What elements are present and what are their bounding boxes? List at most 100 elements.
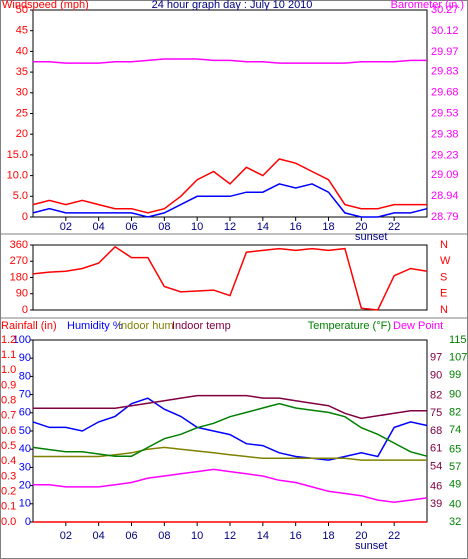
y2-tick-label: 0.6 [1,425,16,437]
legend-label: Indoor temp [172,320,231,332]
y2-tick-label: 29.97 [431,46,459,58]
y2-tick-label: 0.5 [1,440,16,452]
y-tick-label: 40 [19,443,31,455]
y-tick-label: 25 [16,107,28,119]
y3-tick-label: 46 [430,481,442,493]
series-line [32,158,427,214]
legend-label: Indoor hum [118,320,174,332]
y4-tick-label: 32 [449,516,461,528]
y2-tick-label: N [440,304,448,316]
y-tick-label: 10 [19,498,31,510]
series-line [33,446,427,461]
y-tick-label: 180 [10,271,28,283]
legend-label: Dew Point [393,320,443,332]
y3-tick-label: 39 [430,498,442,510]
y2-tick-label: 29.68 [431,86,459,98]
x-tick-label: 10 [191,221,203,233]
y-tick-label: 20 [16,128,28,140]
y-tick-label: 100 [13,334,31,346]
y-tick-label: 360 [10,239,28,251]
y3-tick-label: 75 [430,407,442,419]
x-tick-label: 08 [158,221,170,233]
y2-tick-label: S [440,271,447,283]
y3-tick-label: 97 [430,352,442,364]
annotation: sunset [355,231,387,243]
annotation: sunset [355,540,387,552]
y-tick-label: 50 [16,4,28,16]
x-tick-label: 18 [322,221,334,233]
x-tick-label: 14 [257,221,269,233]
x-tick-label: 12 [224,221,236,233]
chart-title: 24 hour graph day : July 10 2010 [152,0,313,11]
y2-tick-label: 28.94 [431,190,459,202]
y4-tick-label: 115 [449,334,467,346]
y3-tick-label: 82 [430,390,442,402]
y-tick-label: 40 [16,45,28,57]
y2-tick-label: 29.23 [431,149,459,161]
x-tick-label: 16 [290,221,302,233]
y2-tick-label: 30.27 [431,4,459,16]
y-tick-label: 60 [19,407,31,419]
y-tick-label: 80 [19,370,31,382]
y2-tick-label: 0.1 [1,501,16,513]
series-line [32,397,428,461]
x-tick-label: 02 [60,221,72,233]
y-tick-label: 50 [19,425,31,437]
y2-tick-label: 29.83 [431,65,459,77]
legend-label: Temperature (°F) [308,320,391,332]
y4-tick-label: 90 [449,389,461,401]
series-line [32,402,428,457]
y-tick-label: 70 [19,389,31,401]
y-tick-label: 5.0 [13,190,28,202]
x-tick-label: 14 [257,530,269,542]
y2-tick-label: 29.53 [431,107,459,119]
x-tick-label: 18 [322,530,334,542]
y-tick-label: 35 [16,66,28,78]
x-tick-label: 08 [158,530,170,542]
x-tick-label: 22 [388,530,400,542]
y-tick-label: 45 [16,25,28,37]
y2-tick-label: 29.09 [431,169,459,181]
x-tick-label: 04 [93,530,105,542]
series-line [33,394,427,420]
y2-tick-label: 30.12 [431,25,459,37]
y4-tick-label: 82 [449,406,461,418]
y4-tick-label: 57 [449,461,461,473]
legend-label: Rainfall (in) [1,320,57,332]
y4-tick-label: 49 [449,479,461,491]
y2-tick-label: 28.79 [431,211,459,223]
x-tick-label: 06 [125,221,137,233]
y3-tick-label: 68 [430,425,442,437]
y2-tick-label: 0.8 [1,395,16,407]
y2-tick-label: 1.0 [1,364,16,376]
legend-label: Humidity % [67,320,123,332]
y2-tick-label: 0.2 [1,486,16,498]
y2-tick-label: 29.38 [431,128,459,140]
y2-tick-label: 0.0 [1,516,16,528]
y-tick-label: 90 [19,352,31,364]
series-line [32,183,428,218]
series-line [33,468,428,504]
y-axis-label: Windspeed (mph) [2,0,89,11]
x-tick-label: 20 [355,221,367,233]
y-tick-label: 90 [16,288,28,300]
x-tick-label: 16 [290,530,302,542]
y2-tick-label: 0.4 [1,455,16,467]
y4-tick-label: 40 [449,498,461,510]
y-tick-label: 30 [19,461,31,473]
y4-tick-label: 74 [449,424,461,436]
y-tick-label: 30 [16,87,28,99]
y2-tick-label: 0.3 [1,470,16,482]
y2-tick-label: 1.2 [1,334,16,346]
y2-tick-label: 1.1 [1,349,16,361]
y4-tick-label: 107 [449,351,467,363]
y2-axis-label: Barometer (in.) [391,0,464,11]
y4-tick-label: 65 [449,444,461,456]
y2-tick-label: W [440,255,451,267]
y-tick-label: 0 [25,516,31,528]
y4-tick-label: 99 [449,369,461,381]
y-tick-label: 270 [10,255,28,267]
x-tick-label: 02 [60,530,72,542]
